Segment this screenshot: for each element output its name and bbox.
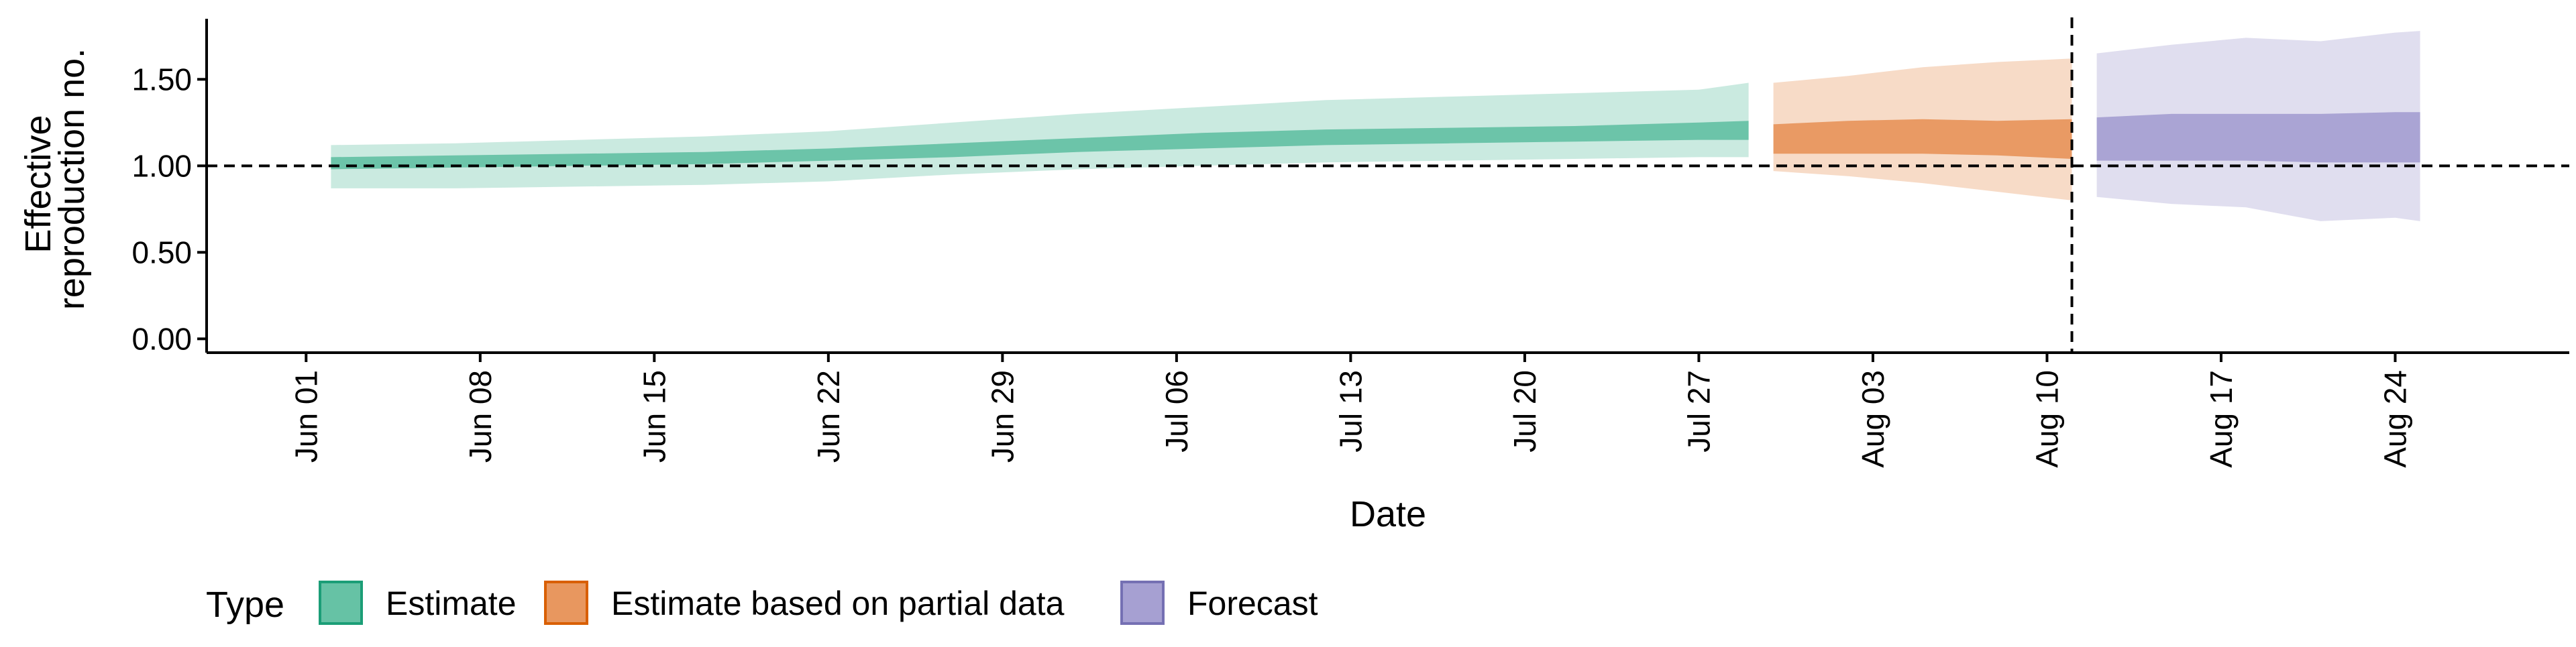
x-tick-label: Jul 27 bbox=[1681, 370, 1716, 453]
legend-label-forecast: Forecast bbox=[1187, 585, 1318, 622]
y-axis-title-line-2: reproduction no. bbox=[52, 48, 92, 310]
legend-key-forecast bbox=[1120, 581, 1165, 625]
reference-lines bbox=[207, 17, 2569, 353]
x-tick-label: Aug 10 bbox=[2029, 370, 2064, 468]
legend-key-estimate-based-on-partial-data bbox=[544, 581, 588, 625]
y-axis-ticks: 0.00 0.50 1.00 1.50 bbox=[131, 62, 207, 356]
series-inner-band-estimate-based-on-partial-data bbox=[1773, 119, 2072, 159]
x-axis-ticks: Jun 01 Jun 08 Jun 15 Jun 22 Jun 29 Jul 06 Jul … bbox=[288, 353, 2412, 468]
x-tick-label: Aug 24 bbox=[2377, 370, 2412, 468]
x-tick-label: Jun 29 bbox=[985, 370, 1020, 463]
legend-key-estimate bbox=[319, 581, 363, 625]
x-axis-title: Date bbox=[1350, 494, 1426, 534]
x-tick-label: Jun 15 bbox=[637, 370, 672, 463]
x-tick-label: Aug 03 bbox=[1856, 370, 1890, 468]
axes bbox=[205, 19, 2569, 354]
y-axis-title-line-1: Effective bbox=[18, 115, 58, 253]
legend: Type Estimate Estimate based on partial d… bbox=[206, 581, 1318, 625]
x-tick-label: Jul 20 bbox=[1507, 370, 1542, 453]
x-tick-label: Jun 22 bbox=[811, 370, 846, 463]
y-tick-label: 0.50 bbox=[131, 235, 192, 270]
ribbon-layer bbox=[331, 31, 2420, 221]
legend-title: Type bbox=[206, 585, 284, 625]
y-tick-label: 1.50 bbox=[131, 62, 192, 97]
x-tick-label: Jul 13 bbox=[1333, 370, 1368, 453]
legend-label-estimate: Estimate bbox=[386, 585, 517, 622]
legend-label-estimate-based-on-partial-data: Estimate based on partial data bbox=[611, 585, 1065, 622]
x-tick-label: Jun 08 bbox=[463, 370, 498, 463]
x-tick-label: Jun 01 bbox=[288, 370, 323, 463]
x-tick-label: Aug 17 bbox=[2204, 370, 2239, 468]
x-tick-label: Jul 06 bbox=[1159, 370, 1194, 453]
y-tick-label: 0.00 bbox=[131, 321, 192, 356]
y-tick-label: 1.00 bbox=[131, 148, 192, 183]
series-inner-band-forecast bbox=[2096, 112, 2420, 163]
series-inner-band-estimate bbox=[331, 121, 1749, 170]
y-axis-title: Effective reproduction no. bbox=[18, 48, 92, 310]
